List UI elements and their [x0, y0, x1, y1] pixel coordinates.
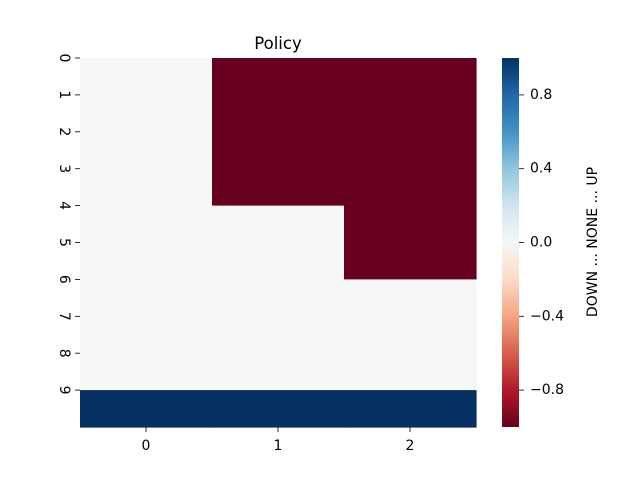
x-tick-label: 1: [274, 438, 283, 454]
heatmap-cell: [80, 353, 213, 391]
heatmap-cell: [80, 205, 213, 244]
y-tick-label: 2: [56, 127, 72, 136]
y-tick-label: 1: [56, 90, 72, 99]
y-tick-label: 6: [56, 275, 72, 284]
colorbar-ticks: −0.8 −0.4 0.0 0.4 0.8: [519, 87, 564, 398]
y-tick-label: 0: [56, 54, 72, 63]
heatmap-cell: [80, 279, 213, 317]
heatmap-cell: [344, 279, 477, 317]
heatmap-cell: [212, 168, 345, 207]
heatmap-cell: [212, 242, 345, 280]
heatmap-cell: [80, 242, 213, 280]
heatmap-cell: [212, 353, 345, 391]
heatmap-cell: [80, 131, 213, 170]
y-tick-label: 9: [56, 386, 72, 395]
heatmap-cell: [212, 390, 345, 428]
colorbar-label: DOWN ... NONE ... UP: [585, 167, 601, 317]
heatmap-cell: [80, 58, 213, 96]
x-axis-ticks: 0 1 2: [142, 427, 415, 454]
heatmap-cell: [212, 316, 345, 354]
colorbar-tick-label: −0.8: [530, 382, 564, 398]
heatmap-cell: [80, 168, 213, 207]
heatmap-cell: [344, 390, 477, 428]
colorbar-tick-label: 0.8: [530, 87, 552, 103]
y-tick-label: 4: [56, 201, 72, 210]
heatmap-cell: [344, 94, 477, 133]
x-tick-label: 2: [406, 438, 415, 454]
heatmap-cells: [80, 58, 477, 428]
heatmap-cell: [212, 131, 345, 170]
heatmap-cell: [344, 58, 477, 96]
heatmap-cell: [212, 205, 345, 244]
colorbar-tick-label: −0.4: [530, 308, 564, 324]
y-axis-ticks: 0 1 2 3 4 5 6 7 8 9: [56, 54, 80, 395]
y-tick-label: 7: [56, 312, 72, 321]
heatmap-cell: [344, 168, 477, 207]
heatmap-cell: [80, 316, 213, 354]
heatmap-cell: [212, 58, 345, 96]
heatmap-cell: [344, 242, 477, 280]
heatmap-cell: [212, 94, 345, 133]
heatmap-cell: [344, 131, 477, 170]
heatmap-cell: [344, 353, 477, 391]
y-tick-label: 3: [56, 164, 72, 173]
colorbar: [502, 58, 519, 427]
heatmap-cell: [344, 316, 477, 354]
heatmap-cell: [344, 205, 477, 244]
colorbar-tick-label: 0.4: [530, 161, 552, 177]
heatmap-cell: [212, 279, 345, 317]
y-tick-label: 8: [56, 349, 72, 358]
heatmap-cell: [80, 94, 213, 133]
y-tick-label: 5: [56, 238, 72, 247]
chart-title: Policy: [254, 34, 302, 53]
colorbar-tick-label: 0.0: [530, 235, 552, 251]
heatmap-cell: [80, 390, 213, 428]
x-tick-label: 0: [142, 438, 151, 454]
